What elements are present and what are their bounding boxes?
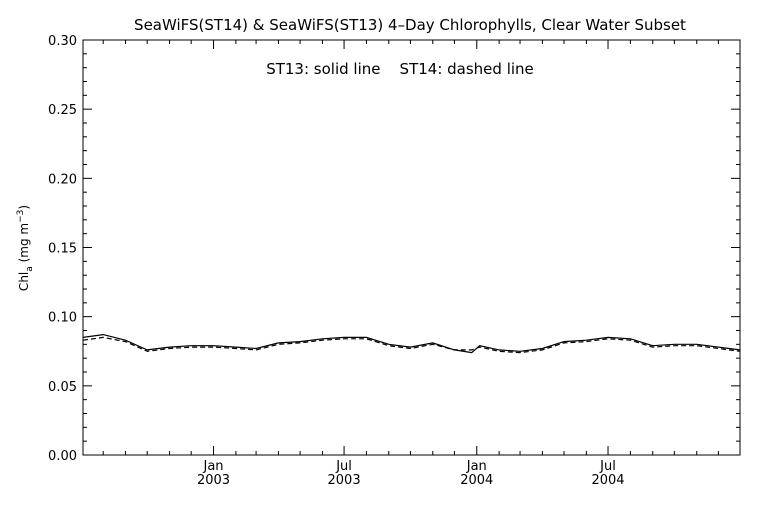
y-axis: 0.00 0.05 0.10 0.15 0.20 0.25 0.30	[48, 34, 740, 464]
y-tick-label: 0.25	[48, 103, 77, 118]
x-tick-month: Jul	[335, 459, 352, 474]
legend-text: ST13: solid line ST14: dashed line	[266, 60, 534, 78]
series-line-dashed	[82, 336, 741, 354]
y-tick-label: 0.15	[48, 242, 77, 257]
y-tick-label: 0.30	[48, 34, 77, 49]
x-tick-year: 2003	[328, 473, 361, 488]
y-label-close: )	[17, 205, 31, 210]
y-tick-label: 0.10	[48, 311, 77, 326]
y-label-units: (mg m	[17, 223, 31, 266]
x-tick-month: Jan	[203, 459, 224, 474]
y-tick-label: 0.20	[48, 172, 77, 187]
y-tick-label: 0.00	[48, 449, 77, 464]
x-tick-year: 2004	[460, 473, 493, 488]
x-tick-year: 2004	[591, 473, 624, 488]
x-tick-year: 2003	[197, 473, 230, 488]
y-axis-label: Chla (mg m−3)	[16, 205, 35, 291]
series-line-solid	[82, 333, 741, 354]
y-tick-label: 0.05	[48, 380, 77, 395]
series-layer	[82, 333, 741, 354]
y-label-exp: −3	[16, 210, 26, 223]
plot-frame	[82, 39, 741, 456]
x-tick-month: Jan	[466, 459, 487, 474]
chart-title: SeaWiFS(ST14) & SeaWiFS(ST13) 4–Day Chlo…	[134, 16, 686, 34]
y-label-sub: a	[25, 266, 35, 272]
x-tick-month: Jul	[599, 459, 616, 474]
y-label-main: Chl	[17, 272, 31, 291]
